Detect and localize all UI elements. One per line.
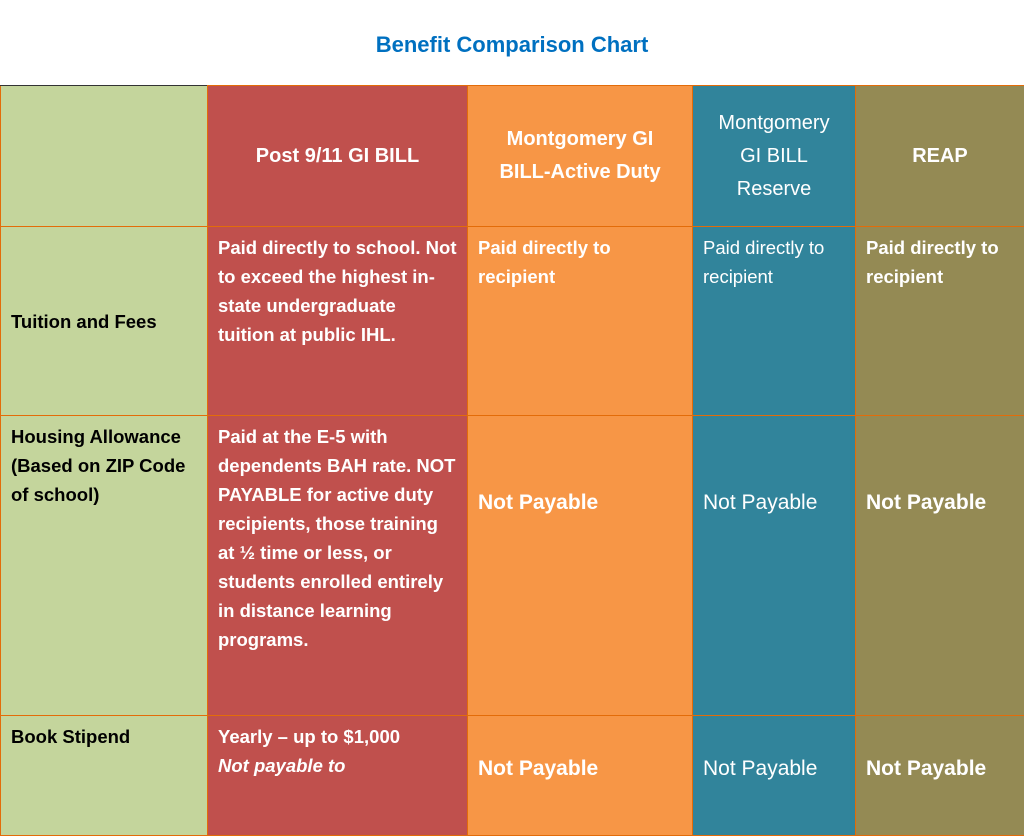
cell-note: Not payable to [218,751,457,780]
cell: Yearly – up to $1,000 Not payable to [208,716,468,836]
cell: Not Payable [856,716,1024,836]
cell: Paid directly to recipient [468,227,693,416]
cell-text: Yearly – up to $1,000 [218,726,400,747]
cell: Paid at the E-5 with dependents BAH rate… [208,416,468,716]
header-row: Post 9/11 GI BILL Montgomery GI BILL-Act… [1,86,1024,227]
cell: Not Payable [468,416,693,716]
cell: Not Payable [468,716,693,836]
header-cell [1,86,208,227]
row-label: Housing Allowance (Based on ZIP Code of … [1,416,208,716]
row-label: Tuition and Fees [1,227,208,416]
row: Tuition and Fees Paid directly to school… [1,227,1024,416]
row: Book Stipend Yearly – up to $1,000 Not pa… [1,716,1024,836]
header-cell: Montgomery GI BILL-Active Duty [468,86,693,227]
header-cell: REAP [856,86,1024,227]
row-label: Book Stipend [1,716,208,836]
cell: Not Payable [693,716,856,836]
cell: Paid directly to recipient [856,227,1024,416]
page-title: Benefit Comparison Chart [0,32,1024,58]
cell: Paid directly to school. Not to exceed t… [208,227,468,416]
cell: Not Payable [693,416,856,716]
page: Benefit Comparison Chart Post 9/11 GI BI… [0,0,1024,768]
cell: Not Payable [856,416,1024,716]
comparison-table: Post 9/11 GI BILL Montgomery GI BILL-Act… [0,85,1024,836]
header-cell: Montgomery GI BILL Reserve [693,86,856,227]
cell: Paid directly to recipient [693,227,856,416]
header-cell: Post 9/11 GI BILL [208,86,468,227]
row: Housing Allowance (Based on ZIP Code of … [1,416,1024,716]
